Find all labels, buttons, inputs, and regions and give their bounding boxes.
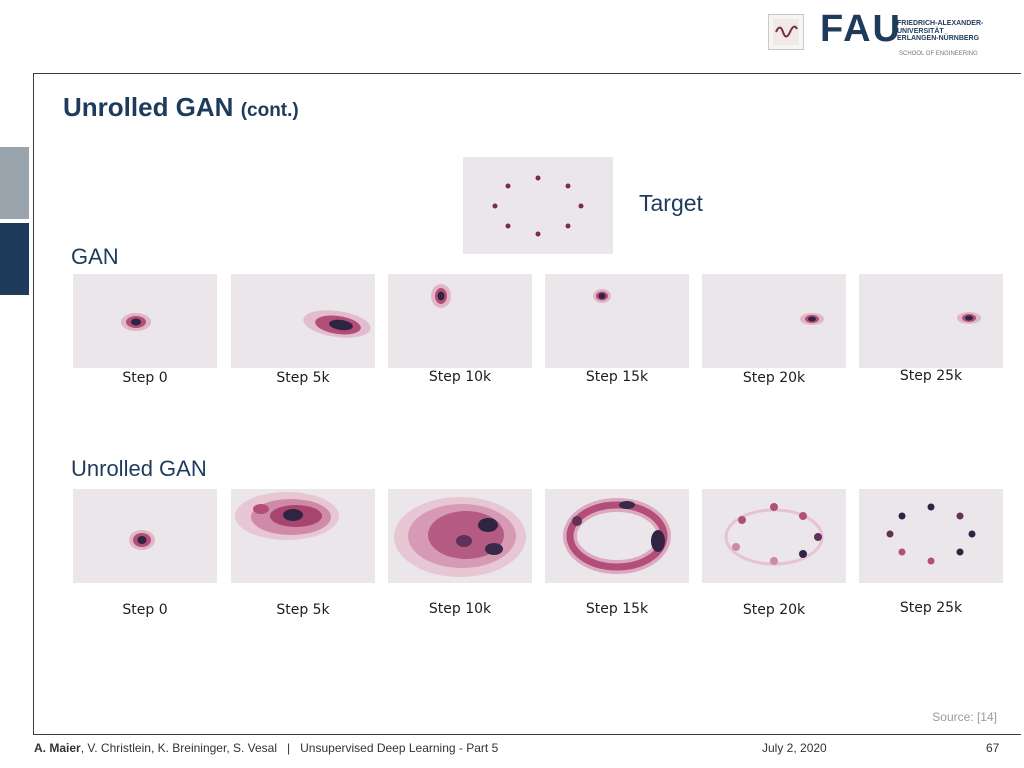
source-citation: Source: [14]	[932, 710, 997, 724]
footer-separator: |	[287, 741, 291, 755]
school-name: SCHOOL OF ENGINEERING	[899, 51, 978, 57]
unrolled-step-label: Step 5k	[276, 602, 330, 618]
unrolled-step-label: Step 25k	[899, 600, 963, 616]
university-name: FRIEDRICH-ALEXANDER- UNIVERSITÄT ERLANGE…	[897, 20, 984, 42]
footer-coauthors: , V. Christlein, K. Breininger, S. Vesal	[80, 741, 278, 755]
gan-step-0-image	[73, 274, 217, 368]
side-decoration-dark	[0, 223, 29, 295]
unrolled-step-10k-image	[388, 489, 532, 583]
gan-step-15k-image	[545, 274, 689, 368]
unrolled-step-15k-image	[545, 489, 689, 583]
gan-step-25k-image	[859, 274, 1003, 368]
unrolled-step-label: Step 15k	[585, 601, 649, 617]
unrolled-gan-label: Unrolled GAN	[71, 456, 207, 481]
footer-date: July 2, 2020	[762, 741, 827, 755]
unrolled-step-label: Step 10k	[428, 601, 492, 617]
target-distribution-image	[463, 157, 613, 254]
unrolled-step-label: Step 0	[122, 602, 168, 618]
slide-frame	[33, 73, 1021, 735]
slide-title: Unrolled GAN (cont.)	[63, 92, 299, 122]
unrolled-step-0-image	[73, 489, 217, 583]
logo-icon	[768, 14, 804, 50]
side-decoration-light	[0, 147, 29, 219]
footer-authors: A. Maier, V. Christlein, K. Breininger, …	[34, 741, 498, 755]
unrolled-step-5k-image	[231, 489, 375, 583]
unrolled-step-25k-image	[859, 489, 1003, 583]
gan-step-label: Step 10k	[428, 369, 492, 385]
unrolled-step-label: Step 20k	[742, 602, 806, 618]
gan-step-label: Step 25k	[899, 368, 963, 384]
gan-step-label: Step 20k	[742, 370, 806, 386]
gan-step-label: Step 15k	[585, 369, 649, 385]
gan-step-10k-image	[388, 274, 532, 368]
footer-lead-author: A. Maier	[34, 741, 81, 755]
footer-course: Unsupervised Deep Learning - Part 5	[300, 741, 499, 755]
gan-step-label: Step 5k	[276, 370, 330, 386]
fau-logo: FAU	[820, 8, 902, 50]
page-number: 67	[986, 741, 1000, 755]
unrolled-step-20k-image	[702, 489, 846, 583]
gan-step-20k-image	[702, 274, 846, 368]
target-label: Target	[639, 190, 703, 216]
gan-label: GAN	[71, 244, 119, 269]
gan-step-label: Step 0	[122, 370, 168, 386]
gan-step-5k-image	[231, 274, 375, 368]
